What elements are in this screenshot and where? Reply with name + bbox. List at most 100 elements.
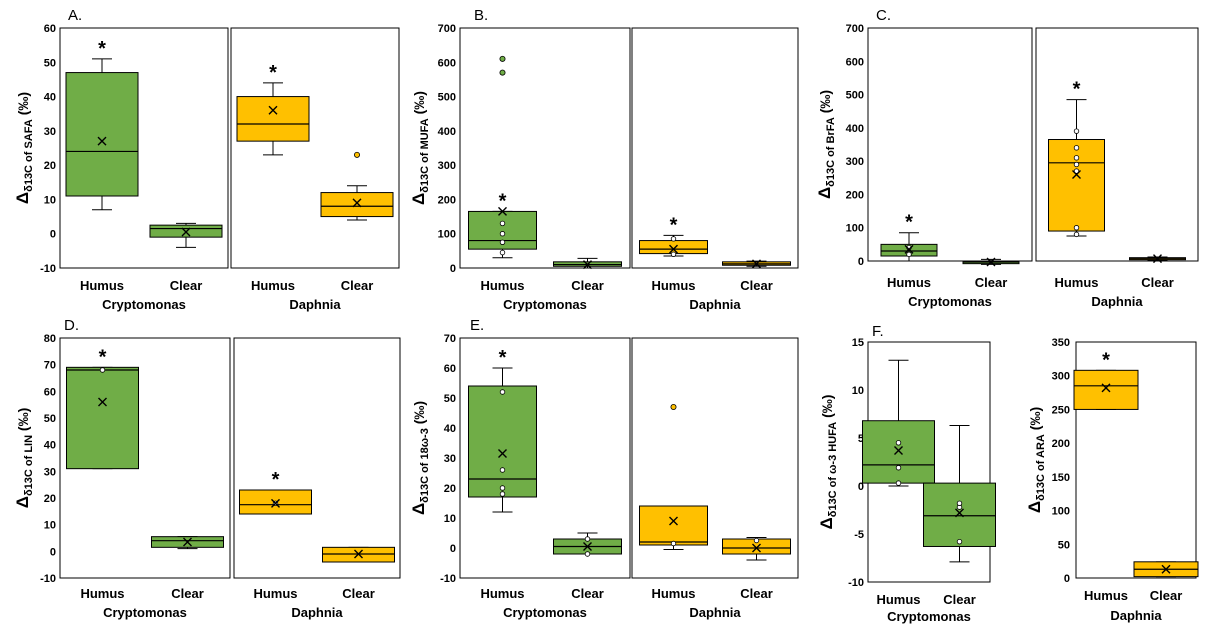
mean-marker (583, 260, 592, 270)
y-tick-label: 200 (846, 189, 864, 201)
y-tick-label: 60 (44, 23, 56, 35)
y-tick-label: -10 (848, 577, 864, 589)
mean-marker (181, 227, 191, 237)
mean-marker (669, 516, 678, 526)
y-tick-label: 30 (44, 466, 56, 478)
mean-marker (1101, 383, 1111, 393)
y-tick-label: 700 (438, 23, 456, 35)
y-tick-label: 70 (444, 333, 456, 345)
y-tick-label: 20 (44, 160, 56, 172)
y-tick-label: -10 (40, 263, 56, 275)
significance-star: * (499, 190, 507, 212)
chart-panel-1: A. Δδ13C of SAFA (‰) -10 0 10 20 30 40 50 60 * Humu… (13, 7, 400, 312)
group-frame (59, 337, 231, 579)
category-label: Clear (571, 278, 604, 293)
group-frame (867, 27, 1033, 262)
category-label: Humus (651, 278, 695, 293)
y-axis-title: Δδ13C of ARA (‰) (1025, 407, 1047, 513)
data-point (906, 251, 912, 258)
y-tick-label: 100 (846, 223, 864, 235)
data-point (499, 467, 506, 473)
outlier-point (499, 69, 506, 76)
data-point (499, 389, 506, 395)
y-tick-label: 500 (438, 92, 456, 104)
outlier-point (499, 55, 506, 62)
chart-panel-4: D. Δδ13C of LIN (‰) -10 0 10 20 30 40 50 60 70 80 * H… (13, 317, 401, 620)
data-point (99, 367, 106, 373)
panel-label: D. (64, 317, 79, 334)
data-point (584, 536, 591, 542)
y-axis-title: Δδ13C of LIN (‰) (13, 408, 35, 509)
data-point (670, 540, 677, 547)
significance-star: * (499, 347, 507, 369)
group-label: Cryptomonas (887, 609, 971, 624)
category-label: Clear (740, 586, 773, 601)
y-tick-label: 0 (450, 263, 456, 275)
data-point (895, 465, 902, 471)
outlier-point (353, 151, 360, 158)
y-tick-label: 40 (44, 92, 56, 104)
significance-star: * (99, 346, 107, 368)
box-iqr (236, 96, 310, 142)
data-point (1073, 231, 1080, 238)
category-label: Clear (1150, 588, 1183, 603)
panel-label: B. (474, 7, 488, 24)
y-tick-label: 20 (44, 493, 56, 505)
data-point (499, 231, 506, 237)
category-label: Clear (341, 278, 374, 293)
y-tick-label: 0 (450, 543, 456, 555)
y-tick-label: 70 (44, 360, 56, 372)
data-point (956, 500, 963, 506)
group-frame (230, 27, 400, 269)
y-tick-label: 15 (852, 337, 864, 349)
group-label: Daphnia (1091, 294, 1143, 309)
category-label: Clear (171, 586, 204, 601)
mean-marker (498, 449, 507, 458)
y-tick-label: 250 (1052, 404, 1070, 416)
y-tick-label: 0 (858, 481, 864, 493)
category-label: Clear (740, 278, 773, 293)
data-point (1073, 155, 1080, 161)
category-label: Clear (975, 275, 1008, 290)
mean-marker (1072, 169, 1081, 179)
group-label: Cryptomonas (103, 605, 187, 620)
mean-marker (354, 549, 363, 559)
y-tick-label: 300 (438, 160, 456, 172)
mean-marker (752, 259, 761, 269)
y-tick-label: 0 (50, 546, 56, 558)
mean-marker (97, 136, 107, 146)
category-label: Humus (1084, 588, 1128, 603)
category-label: Clear (170, 278, 203, 293)
y-tick-label: 50 (1058, 539, 1070, 551)
data-point (670, 251, 677, 257)
data-point (895, 480, 902, 486)
y-tick-label: 0 (858, 256, 864, 268)
data-point (499, 485, 506, 491)
data-point (753, 537, 760, 544)
box-iqr (1073, 369, 1139, 410)
y-tick-label: 30 (44, 126, 56, 138)
y-tick-label: 200 (438, 194, 456, 206)
data-point (895, 440, 902, 446)
data-point (670, 236, 677, 242)
mean-marker (669, 244, 678, 254)
category-label: Humus (887, 275, 931, 290)
group-label: Daphnia (289, 297, 341, 312)
category-label: Humus (251, 278, 295, 293)
y-tick-label: 0 (50, 229, 56, 241)
panel-label: A. (68, 7, 82, 24)
group-label: Cryptomonas (908, 294, 992, 309)
data-point (1073, 145, 1080, 151)
y-tick-label: 0 (1064, 573, 1070, 585)
significance-star: * (1102, 349, 1110, 371)
y-axis-title: Δδ13C of 18ω-3 (‰) (409, 401, 431, 515)
box-iqr (468, 385, 537, 498)
y-tick-label: 700 (846, 23, 864, 35)
y-axis-title: Δδ13C of SAFA (‰) (13, 92, 35, 204)
category-label: Humus (253, 586, 297, 601)
mean-marker (1161, 564, 1171, 574)
data-point (499, 249, 506, 256)
category-label: Humus (480, 586, 524, 601)
group-label: Daphnia (689, 297, 741, 312)
